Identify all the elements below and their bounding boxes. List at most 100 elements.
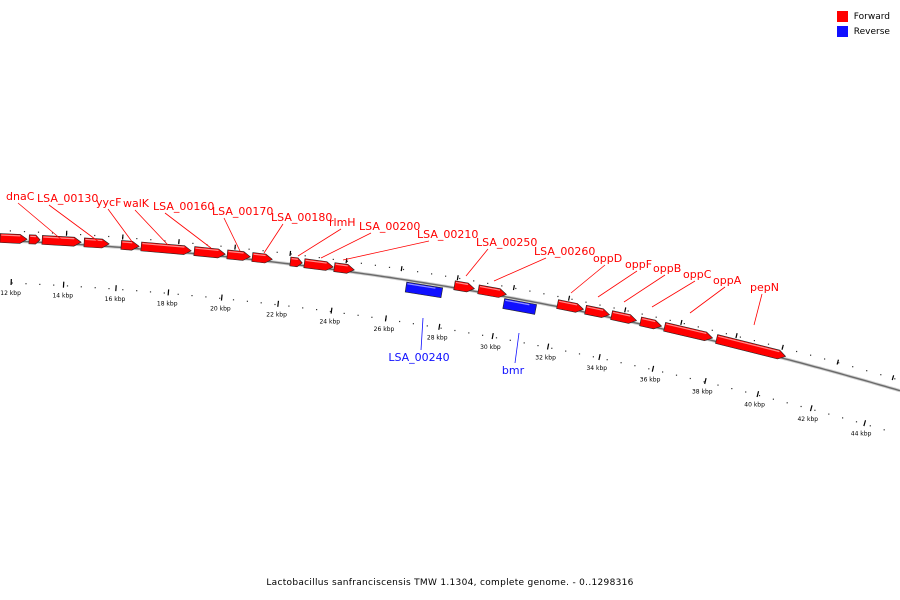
- outer-scale-dot: [753, 340, 755, 342]
- genome-caption: Lactobacillus sanfranciscensis TMW 1.130…: [266, 578, 634, 588]
- outer-scale-dot: [810, 354, 812, 356]
- gene-arrow-highlight: [305, 259, 327, 264]
- outer-scale-dot: [192, 242, 194, 244]
- inner-scale-dot: [758, 395, 761, 397]
- forward-gene-arrow: [0, 233, 28, 244]
- outer-scale-tick: [836, 359, 840, 365]
- inner-scale-dot: [274, 303, 276, 306]
- inner-scale-dot: [343, 312, 345, 314]
- outer-scale-dot: [417, 271, 419, 273]
- gene-label-lsa-00170: LSA_00170: [212, 205, 273, 218]
- inner-scale-tick-label: 12 kbp: [0, 290, 21, 297]
- gene-arrow-highlight: [407, 283, 436, 289]
- inner-scale-dot: [606, 359, 608, 361]
- inner-scale-tick-label: 38 kbp: [692, 389, 713, 396]
- gene-arrow-highlight: [558, 300, 578, 306]
- gene-arrow-highlight: [666, 323, 707, 335]
- outer-scale-dot: [150, 239, 152, 241]
- outer-scale-tick: [735, 333, 738, 339]
- inner-scale-tick-label: 14 kbp: [52, 293, 73, 300]
- outer-scale-dot: [431, 273, 433, 275]
- inner-scale-dot: [357, 314, 359, 316]
- forward-gene-arrow: [289, 256, 303, 268]
- inner-scale-dot: [163, 292, 165, 294]
- gene-label-oppa: oppA: [713, 274, 742, 287]
- backbone-shadow: [0, 238, 900, 393]
- outer-scale-dot: [346, 260, 348, 262]
- inner-scale-dot: [592, 356, 594, 358]
- gene-arrow-highlight: [505, 299, 530, 306]
- gene-arrow-shape: [584, 304, 611, 318]
- outer-scale-dot: [37, 231, 40, 233]
- forward-gene-arrow: [663, 322, 714, 342]
- outer-scale-tick: [680, 319, 683, 326]
- gene-label-oppd: oppD: [593, 252, 622, 265]
- outer-scale-dot: [290, 253, 292, 255]
- outer-scale-dot: [725, 333, 727, 335]
- forward-gene-arrow: [226, 249, 251, 261]
- inner-scale-dot: [219, 297, 221, 299]
- outer-scale-dot: [487, 282, 489, 284]
- inner-scale-tick-label: 32 kbp: [535, 354, 556, 361]
- legend-forward: Forward: [836, 9, 890, 24]
- gene-label-walk: walK: [123, 197, 150, 210]
- outer-scale-dot: [599, 304, 601, 306]
- gene-arrow-highlight: [718, 335, 780, 353]
- outer-scale-dot: [136, 238, 138, 240]
- inner-scale-tick-label: 36 kbp: [640, 376, 661, 383]
- gene-arrow-highlight: [85, 238, 103, 242]
- inner-scale-dot: [828, 413, 830, 415]
- outer-scale-tick: [512, 285, 515, 291]
- inner-scale-dot: [814, 409, 816, 411]
- gene-label-lsa-00210: LSA_00210: [417, 228, 478, 241]
- outer-scale-tick: [624, 307, 627, 313]
- inner-scale-dot: [288, 305, 290, 307]
- inner-scale-tick: [384, 315, 387, 322]
- outer-scale-dot: [94, 234, 96, 237]
- outer-scale-dot: [23, 231, 26, 233]
- inner-scale-tick: [491, 333, 494, 340]
- inner-scale-dot: [662, 371, 664, 373]
- gene-label-lsa-00130: LSA_00130: [37, 192, 98, 205]
- leader-line-yycf: [107, 208, 134, 244]
- outer-scale-dot: [459, 277, 461, 280]
- outer-scale-dot: [767, 343, 770, 345]
- inner-scale-dot: [53, 284, 55, 286]
- forward-gene-arrow: [639, 316, 663, 330]
- gene-arrow-shape: [28, 234, 41, 245]
- inner-scale-dot: [329, 310, 331, 313]
- inner-scale-tick-label: 16 kbp: [105, 296, 126, 303]
- outer-scale-dot: [627, 310, 629, 312]
- gene-label-lsa-00240: LSA_00240: [388, 351, 449, 364]
- inner-scale-dot: [883, 429, 885, 431]
- leader-line-lsa-00210: [342, 240, 430, 261]
- gene-label-rlmh: rlmH: [329, 216, 356, 229]
- gene-arrow-highlight: [253, 253, 266, 257]
- outer-scale-dot: [164, 240, 166, 242]
- gene-arrow-highlight: [142, 242, 185, 248]
- gene-label-lsa-00200: LSA_00200: [359, 220, 420, 233]
- gene-arrow-highlight: [122, 241, 133, 244]
- forward-gene-arrow: [715, 334, 787, 360]
- outer-scale-tick: [567, 295, 571, 301]
- inner-scale-dot: [11, 282, 13, 284]
- outer-scale-dot: [655, 316, 657, 318]
- inner-scale-dot: [316, 309, 318, 311]
- inner-scale-tick: [704, 377, 707, 385]
- leader-line-pepn: [753, 293, 763, 326]
- leader-line-dnac: [17, 202, 63, 241]
- outer-scale-dot: [711, 329, 713, 331]
- gene-arrow-shape: [639, 316, 663, 330]
- inner-scale-dot: [122, 289, 124, 291]
- inner-scale-dot: [94, 287, 96, 289]
- forward-gene-arrow: [140, 241, 192, 255]
- gene-arrow-highlight: [586, 306, 604, 311]
- leader-line-lsa-00180: [263, 223, 284, 254]
- inner-scale-tick: [546, 343, 550, 350]
- outer-scale-dot: [388, 266, 391, 268]
- leader-line-oppb: [623, 274, 666, 303]
- outer-scale-dot: [697, 326, 699, 328]
- inner-scale-tick: [863, 420, 867, 427]
- inner-scale-dot: [399, 320, 401, 323]
